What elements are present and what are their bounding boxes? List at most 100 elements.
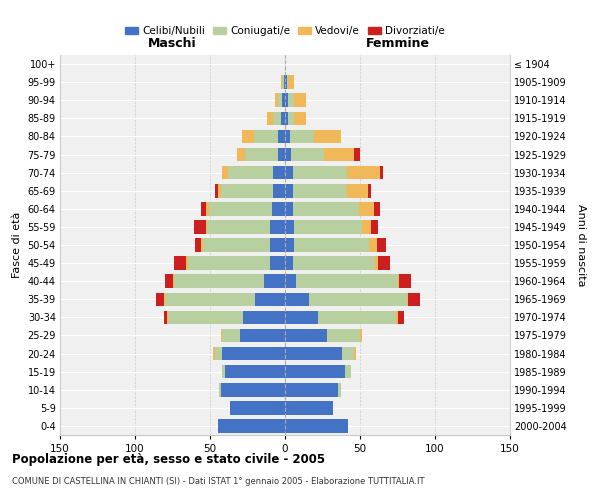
Bar [285,202,293,215]
Bar [359,202,373,215]
Bar [174,274,264,288]
Bar [294,112,306,125]
Bar [285,76,287,89]
Bar [399,274,411,288]
Bar [285,274,296,288]
Bar [275,94,277,107]
Bar [294,220,361,234]
Bar [237,148,245,162]
Bar [345,365,351,378]
Bar [288,76,294,89]
Bar [285,220,294,234]
Bar [229,401,285,414]
Bar [255,292,285,306]
Bar [354,347,355,360]
Bar [187,256,270,270]
Bar [222,328,240,342]
Bar [225,365,285,378]
Bar [205,220,207,234]
Bar [173,274,174,288]
Bar [163,310,167,324]
Bar [240,328,285,342]
Bar [273,184,285,198]
Text: COMUNE DI CASTELLINA IN CHIANTI (SI) - Dati ISTAT 1° gennaio 2005 - Elaborazione: COMUNE DI CASTELLINA IN CHIANTI (SI) - D… [12,478,425,486]
Bar [221,383,285,396]
Bar [377,238,386,252]
Bar [285,292,309,306]
Bar [293,166,347,179]
Bar [361,220,371,234]
Bar [290,130,314,143]
Bar [407,292,408,306]
Bar [277,94,282,107]
Bar [360,328,361,342]
Bar [245,148,277,162]
Bar [285,112,288,125]
Bar [168,310,243,324]
Bar [284,76,285,89]
Bar [215,347,222,360]
Bar [167,310,168,324]
Bar [195,238,201,252]
Bar [282,76,284,89]
Bar [221,328,222,342]
Bar [347,184,367,198]
Bar [254,130,277,143]
Bar [285,148,291,162]
Y-axis label: Fasce di età: Fasce di età [12,212,22,278]
Bar [207,220,270,234]
Bar [369,238,377,252]
Bar [281,112,285,125]
Bar [285,347,342,360]
Bar [186,256,187,270]
Bar [273,112,281,125]
Bar [285,166,293,179]
Bar [354,148,360,162]
Bar [294,238,369,252]
Bar [398,310,404,324]
Bar [337,383,341,396]
Bar [201,238,203,252]
Bar [294,94,306,107]
Bar [396,310,398,324]
Bar [222,365,225,378]
Bar [287,76,288,89]
Bar [285,328,327,342]
Bar [203,238,270,252]
Bar [285,238,294,252]
Bar [285,256,293,270]
Bar [293,202,359,215]
Bar [156,292,163,306]
Bar [347,166,380,179]
Bar [285,401,333,414]
Bar [277,148,285,162]
Bar [209,202,271,215]
Bar [228,166,273,179]
Bar [222,166,228,179]
Bar [296,274,398,288]
Bar [215,184,218,198]
Bar [378,256,390,270]
Bar [285,419,348,432]
Bar [243,310,285,324]
Bar [271,202,285,215]
Bar [193,220,205,234]
Bar [285,94,288,107]
Bar [408,292,420,306]
Text: Popolazione per età, sesso e stato civile - 2005: Popolazione per età, sesso e stato civil… [12,452,325,466]
Bar [285,130,290,143]
Bar [314,130,341,143]
Text: Femmine: Femmine [365,36,430,50]
Bar [218,184,221,198]
Bar [219,383,221,396]
Bar [213,347,215,360]
Bar [291,148,324,162]
Bar [367,184,371,198]
Bar [264,274,285,288]
Bar [174,256,186,270]
Bar [324,148,354,162]
Bar [293,256,375,270]
Bar [205,202,209,215]
Bar [273,166,285,179]
Bar [267,112,273,125]
